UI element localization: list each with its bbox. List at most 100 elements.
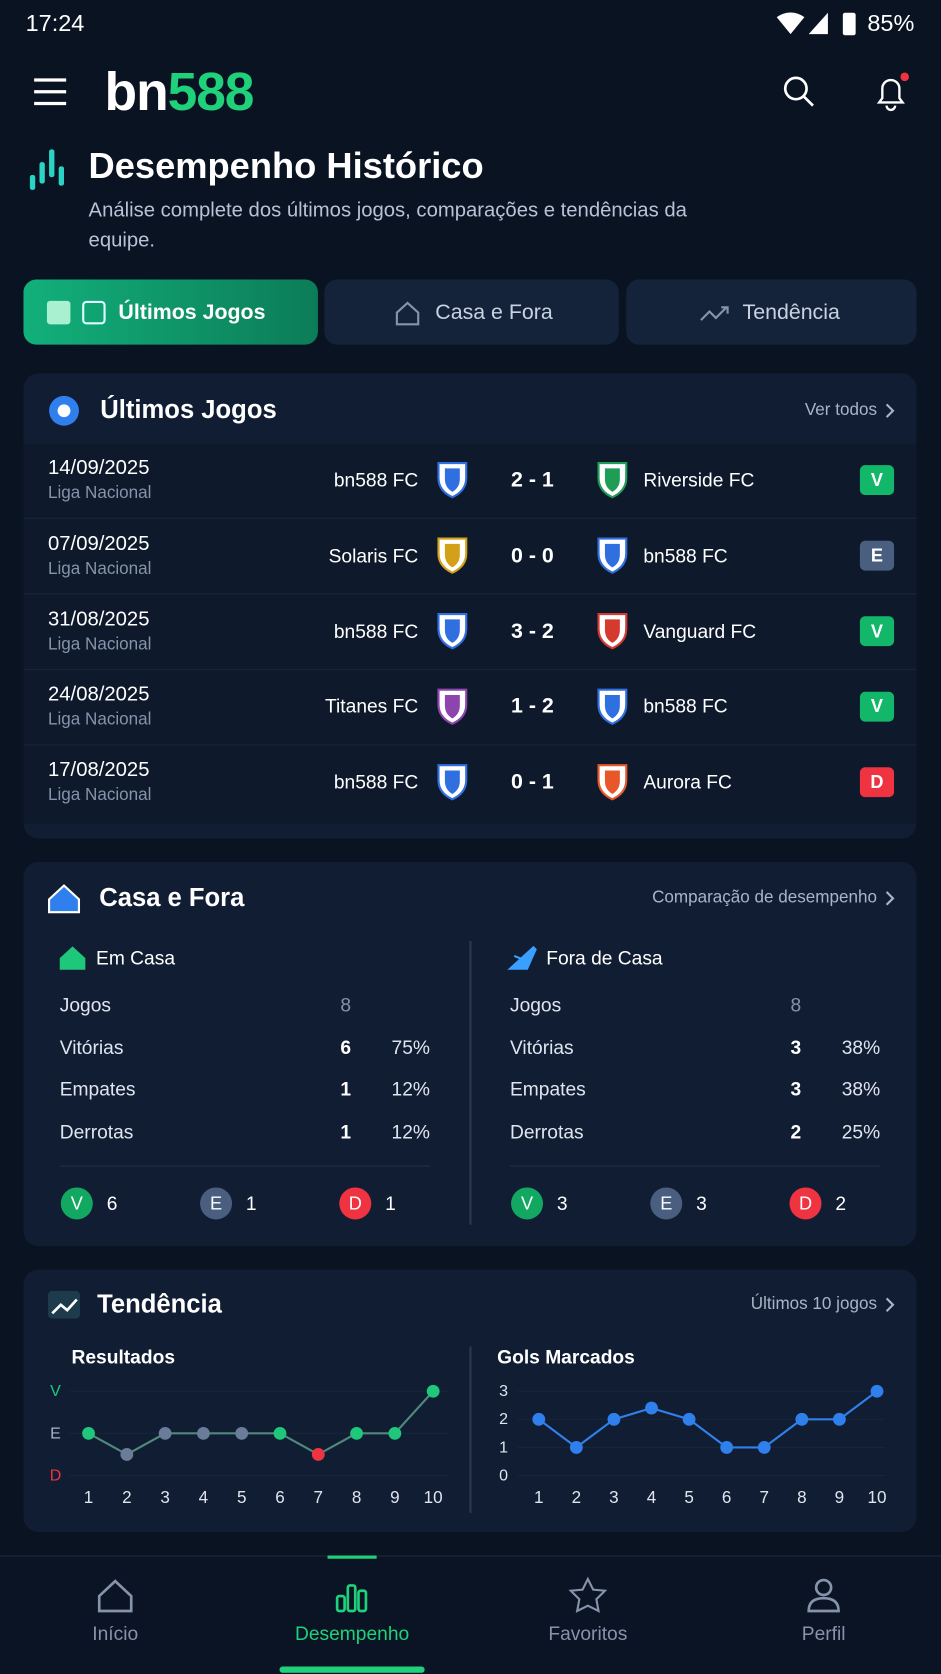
result-letter: E <box>870 545 884 566</box>
card-link[interactable]: Últimos 10 jogos <box>750 1295 877 1314</box>
stat-pct: 12% <box>391 1121 430 1143</box>
card-title: Tendência <box>97 1289 222 1319</box>
summary-badge <box>789 1187 822 1220</box>
match-score: 1 - 2 <box>511 694 554 719</box>
match-league: Liga Nacional <box>48 635 152 654</box>
match-date: 31/08/2025 <box>48 608 150 631</box>
data-point <box>158 1426 172 1440</box>
logo[interactable]: bn588 <box>105 65 255 118</box>
result-badge <box>859 616 895 647</box>
result-badge <box>859 540 895 571</box>
team-badge-inner <box>444 543 460 568</box>
data-point <box>82 1426 95 1440</box>
stat-count: 3 <box>790 1036 802 1059</box>
series-line <box>88 1390 434 1456</box>
stat-pct: 25% <box>841 1121 881 1143</box>
wifi-icon <box>776 12 805 35</box>
data-point <box>388 1426 402 1440</box>
column-title: Em Casa <box>96 947 176 969</box>
match-score: 0 - 1 <box>511 770 554 794</box>
match-date: 14/09/2025 <box>48 457 150 480</box>
tab[interactable] <box>626 279 917 345</box>
stat-label: Jogos <box>59 994 112 1016</box>
match-league: Liga Nacional <box>48 710 152 730</box>
summary-count: 3 <box>556 1192 568 1215</box>
plane-icon <box>507 945 537 970</box>
home-icon <box>59 946 86 970</box>
team-badge-inner <box>604 694 620 719</box>
nav-active-top <box>327 1555 377 1559</box>
tab[interactable] <box>23 279 318 345</box>
page-subtitle: Análise complete dos últimos jogos, comp… <box>88 199 687 252</box>
nav-label[interactable]: Início <box>92 1622 139 1645</box>
data-point <box>120 1448 134 1461</box>
stat-pct: 38% <box>841 1079 881 1101</box>
title-icon-bar <box>58 166 65 186</box>
x-tick-label: 1 <box>534 1489 544 1508</box>
y-tick-label: 3 <box>499 1382 509 1401</box>
x-tick-label: 5 <box>236 1489 247 1508</box>
x-tick-label: 3 <box>609 1489 619 1508</box>
data-point <box>197 1426 210 1440</box>
y-tick-label: 2 <box>499 1410 509 1429</box>
chevron <box>885 1297 895 1312</box>
team-badge-inner <box>604 468 620 492</box>
nav-icon <box>807 1596 840 1613</box>
nav-icon <box>814 1578 833 1597</box>
data-point <box>607 1412 621 1426</box>
x-tick-label: 1 <box>83 1489 94 1508</box>
match-league: Liga Nacional <box>48 559 152 579</box>
data-point <box>532 1412 546 1426</box>
chevron <box>885 403 895 418</box>
data-point <box>682 1412 696 1426</box>
stat-count: 6 <box>340 1036 352 1059</box>
team-badge-inner <box>604 543 620 568</box>
x-tick-label: 2 <box>122 1489 132 1508</box>
nav-icon <box>346 1584 357 1613</box>
x-tick-label: 4 <box>646 1489 657 1508</box>
home-team: Titanes FC <box>325 696 419 718</box>
y-tick-label: E <box>50 1424 61 1443</box>
nav-label[interactable]: Perfil <box>801 1622 846 1645</box>
data-point <box>720 1441 734 1454</box>
home-team: bn588 FC <box>333 469 419 491</box>
tab-label[interactable]: Casa e Fora <box>435 300 553 325</box>
result-letter: V <box>870 621 884 642</box>
nav-icon <box>357 1589 368 1613</box>
summary-letter: D <box>798 1193 813 1214</box>
data-point <box>645 1401 658 1415</box>
home-icon <box>48 884 81 914</box>
tab-icon <box>700 306 729 321</box>
x-tick-label: 9 <box>834 1489 845 1508</box>
stat-label: Jogos <box>509 994 562 1016</box>
stat-pct: 75% <box>391 1036 430 1059</box>
battery-icon <box>842 12 856 36</box>
x-tick-label: 2 <box>571 1489 582 1508</box>
x-tick-label: 10 <box>423 1489 443 1508</box>
nav-icon <box>97 1579 133 1613</box>
y-tick-label: D <box>49 1466 62 1485</box>
stat-label: Vitórias <box>59 1036 124 1059</box>
tab[interactable] <box>324 279 619 345</box>
away-team: Riverside FC <box>643 469 755 491</box>
chevron <box>885 891 895 906</box>
result-letter: D <box>870 772 884 793</box>
nav-label[interactable]: Favoritos <box>548 1622 628 1645</box>
card-link[interactable]: Ver todos <box>804 401 877 420</box>
data-point <box>350 1426 363 1440</box>
summary-count: 3 <box>696 1192 707 1215</box>
away-team: Vanguard FC <box>643 620 757 642</box>
title-icon-bar <box>39 162 45 184</box>
nav-label[interactable]: Desempenho <box>294 1622 410 1645</box>
trend-icon <box>48 1290 81 1319</box>
stat-pct: 12% <box>391 1079 430 1101</box>
card-link[interactable]: Comparação de desempenho <box>652 888 877 907</box>
tab-label[interactable]: Últimos Jogos <box>118 300 266 325</box>
nav-icon <box>335 1594 346 1613</box>
x-tick-label: 8 <box>351 1489 362 1508</box>
team-badge-inner <box>604 619 620 643</box>
summary-badge <box>339 1187 372 1220</box>
tab-label[interactable]: Tendência <box>742 300 840 325</box>
